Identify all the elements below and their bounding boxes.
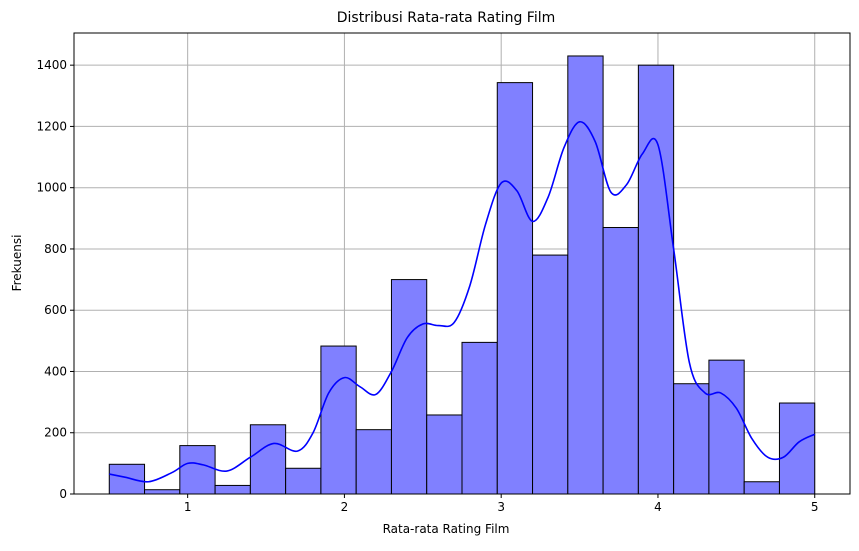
y-tick-label: 400	[44, 364, 67, 378]
histogram-bar	[637, 64, 675, 495]
x-tick-label: 1	[184, 500, 192, 514]
histogram-bar	[320, 345, 357, 495]
y-axis-label: Frekuensi	[10, 235, 24, 292]
histogram-bar	[355, 429, 392, 495]
y-tick-label: 0	[59, 487, 67, 501]
histogram-bar	[708, 359, 745, 495]
axis-ticks: 1 2 3 4 5 0 200 400 600 800 1000 1200 1400	[36, 58, 818, 514]
histogram-bar	[461, 341, 498, 495]
x-tick-label: 3	[497, 500, 505, 514]
histogram-bar	[602, 227, 639, 495]
histogram-bar	[532, 254, 569, 495]
y-tick-label: 1000	[36, 181, 67, 195]
x-axis-label: Rata-rata Rating Film	[383, 522, 510, 536]
histogram-bar	[778, 402, 816, 495]
x-tick-label: 5	[811, 500, 819, 514]
y-tick-label: 200	[44, 426, 67, 440]
histogram-bar	[249, 424, 287, 495]
plot-frame	[73, 32, 851, 495]
y-tick-label: 600	[44, 303, 67, 317]
x-tick-label: 4	[654, 500, 662, 514]
histogram-bar	[285, 467, 322, 495]
y-tick-label: 800	[44, 242, 67, 256]
x-tick-label: 2	[341, 500, 349, 514]
histogram-bar	[743, 481, 780, 495]
chart-title: Distribusi Rata-rata Rating Film	[337, 10, 556, 26]
y-tick-label: 1400	[36, 58, 67, 72]
histogram-bar	[390, 279, 428, 495]
kde-curve	[109, 121, 816, 483]
histogram-bar	[426, 414, 463, 495]
histogram-bar	[673, 383, 710, 495]
histogram-bar	[567, 55, 604, 495]
histogram-bar	[108, 463, 146, 495]
histogram-bar	[496, 82, 534, 495]
histogram-bar	[144, 489, 181, 495]
histogram-bars	[108, 55, 816, 495]
kde-curve-layer	[109, 121, 816, 483]
histogram-bar	[179, 445, 216, 495]
histogram-bar	[214, 484, 251, 495]
y-tick-label: 1200	[36, 119, 67, 133]
